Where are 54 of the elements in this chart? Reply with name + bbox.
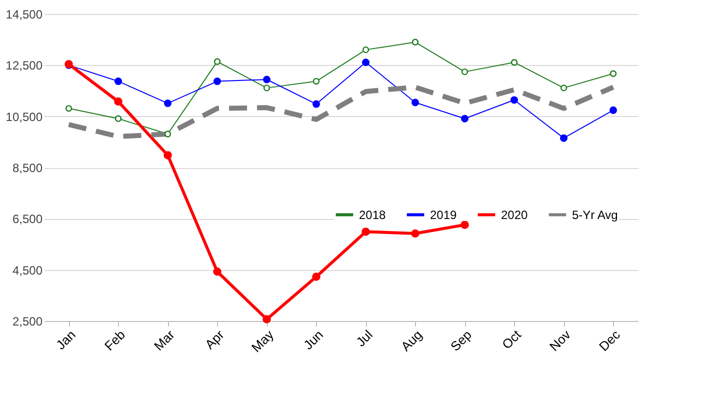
x-tick-label: Aug — [398, 327, 425, 354]
point — [262, 315, 271, 324]
point — [213, 78, 222, 86]
point — [362, 58, 370, 66]
point — [263, 84, 270, 92]
point — [461, 68, 468, 76]
x-tick-label: Jun — [300, 327, 326, 353]
point — [362, 228, 370, 236]
point — [214, 58, 221, 65]
x-tick-label: Mar — [151, 326, 178, 354]
y-tick-label: 12,500 — [6, 58, 43, 73]
x-tick-label: Sep — [447, 327, 474, 354]
point — [560, 134, 568, 142]
point — [114, 78, 122, 86]
point — [164, 130, 172, 138]
point — [312, 100, 320, 108]
point — [510, 96, 518, 104]
x-tick-label: May — [248, 326, 277, 356]
point — [164, 151, 172, 160]
point — [312, 272, 320, 281]
point — [312, 78, 320, 85]
point — [460, 114, 469, 122]
y-tick-label: 4,500 — [12, 263, 43, 278]
point — [460, 220, 469, 229]
point — [362, 46, 370, 54]
point — [213, 267, 222, 276]
point — [411, 98, 420, 106]
y-tick-label: 8,500 — [12, 161, 43, 175]
y-tick-label: 2,500 — [12, 314, 43, 328]
x-tick-label: Apr — [202, 326, 228, 352]
point — [164, 100, 172, 108]
point — [262, 76, 271, 84]
y-tick-label: 6,500 — [12, 212, 43, 226]
point — [65, 105, 72, 112]
point — [510, 59, 518, 66]
point — [114, 115, 122, 122]
x-tick-label: Feb — [101, 327, 128, 354]
x-tick-label: Jan — [53, 327, 78, 353]
x-tick-label: Nov — [546, 326, 574, 354]
point — [609, 106, 618, 114]
y-tick-label: 10,500 — [6, 110, 43, 124]
legend-label: 2018 — [359, 208, 386, 222]
legend-label: 5-Yr Avg — [572, 208, 618, 222]
legend-label: 2020 — [501, 208, 528, 222]
legend-label: 2019 — [430, 208, 458, 222]
point — [411, 229, 420, 238]
point — [610, 70, 617, 77]
point — [114, 97, 122, 106]
x-tick-label: Oct — [499, 326, 524, 352]
x-tick-label: Jul — [353, 327, 376, 350]
point — [560, 84, 568, 92]
point — [412, 38, 419, 46]
y-tick-label: 14,500 — [6, 8, 43, 22]
x-tick-label: Dec — [596, 326, 624, 354]
